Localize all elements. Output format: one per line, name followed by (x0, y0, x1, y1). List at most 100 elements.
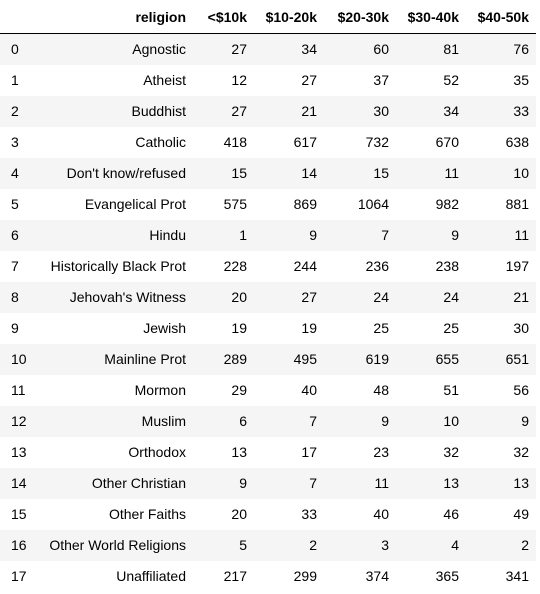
row-index: 11 (11, 382, 26, 398)
row-index: 1 (11, 72, 19, 88)
religion-cell: Muslim (141, 413, 186, 429)
table-row: 6 Hindu 1 9 7 9 11 (0, 219, 536, 251)
column-header: religion (36, 0, 193, 34)
value-cell: 3 (381, 537, 389, 553)
value-cell: 1064 (357, 196, 389, 212)
value-cell: 495 (293, 351, 317, 367)
value-cell: 638 (505, 134, 529, 150)
table-row: 17 Unaffiliated 217 299 374 365 341 (0, 560, 536, 592)
value-cell: 341 (505, 568, 529, 584)
table-row: 10 Mainline Prot 289 495 619 655 651 (0, 343, 536, 375)
value-cell: 20 (231, 506, 247, 522)
row-index: 14 (11, 475, 27, 491)
value-cell: 81 (443, 41, 459, 58)
religion-cell: Other World Religions (49, 537, 186, 553)
row-index: 9 (11, 320, 19, 336)
row-index: 2 (11, 103, 19, 119)
row-index: 17 (11, 568, 27, 584)
value-cell: 60 (373, 41, 389, 58)
value-cell: 49 (513, 506, 529, 522)
value-cell: 619 (365, 351, 389, 367)
value-cell: 13 (443, 475, 459, 491)
value-cell: 27 (231, 103, 247, 119)
value-cell: 418 (223, 134, 247, 150)
value-cell: 7 (309, 413, 317, 429)
value-cell: 10 (513, 165, 529, 181)
value-cell: 15 (231, 165, 247, 181)
value-cell: 25 (373, 320, 389, 336)
value-cell: 24 (373, 289, 389, 305)
religion-cell: Other Faiths (108, 506, 186, 522)
table-row: 2 Buddhist 27 21 30 34 33 (0, 95, 536, 127)
value-cell: 56 (513, 382, 529, 398)
value-cell: 2 (309, 537, 317, 553)
value-cell: 11 (514, 227, 529, 243)
value-cell: 9 (381, 413, 389, 429)
value-cell: 34 (301, 41, 317, 58)
value-cell: 982 (435, 196, 459, 212)
religion-cell: Don't know/refused (66, 165, 186, 181)
row-index: 8 (11, 289, 19, 305)
value-cell: 25 (443, 320, 459, 336)
index-header (0, 0, 36, 34)
value-cell: 40 (301, 382, 317, 398)
value-cell: 670 (435, 134, 459, 150)
value-cell: 869 (293, 196, 317, 212)
value-cell: 21 (301, 103, 317, 119)
value-cell: 24 (443, 289, 459, 305)
religion-cell: Buddhist (131, 103, 186, 119)
value-cell: 10 (443, 413, 459, 429)
value-cell: 244 (293, 258, 317, 274)
value-cell: 32 (443, 444, 459, 460)
value-cell: 7 (381, 227, 389, 243)
row-index: 3 (11, 134, 19, 150)
table-row: 0 Agnostic 27 34 60 81 76 (0, 33, 536, 65)
column-header: $10-20k (254, 0, 324, 34)
religion-cell: Jehovah's Witness (69, 289, 186, 305)
value-cell: 34 (443, 103, 459, 119)
table-row: 9 Jewish 19 19 25 25 30 (0, 312, 536, 344)
value-cell: 655 (435, 351, 459, 367)
table-body: 0 Agnostic 27 34 60 81 76 1 Atheist 12 27 37 52 35 2 Bu… (0, 33, 536, 592)
value-cell: 37 (373, 72, 389, 88)
religion-cell: Unaffiliated (116, 568, 186, 584)
value-cell: 7 (309, 475, 317, 491)
row-index: 15 (11, 506, 27, 522)
value-cell: 14 (301, 165, 317, 181)
header-row: religion <$10k $10-20k $20-30k $30-40k $40-50… (0, 0, 536, 34)
value-cell: 23 (373, 444, 389, 460)
religion-cell: Catholic (135, 134, 186, 150)
value-cell: 197 (505, 258, 529, 274)
value-cell: 4 (451, 537, 459, 553)
value-cell: 27 (301, 72, 317, 88)
value-cell: 76 (513, 41, 529, 58)
value-cell: 575 (223, 196, 247, 212)
row-index: 12 (11, 413, 27, 429)
table-row: 12 Muslim 6 7 9 10 9 (0, 405, 536, 437)
value-cell: 2 (521, 537, 529, 553)
value-cell: 32 (513, 444, 529, 460)
value-cell: 9 (239, 475, 247, 491)
value-cell: 40 (373, 506, 389, 522)
value-cell: 6 (239, 413, 247, 429)
table-row: 1 Atheist 12 27 37 52 35 (0, 64, 536, 96)
row-index: 13 (11, 444, 27, 460)
value-cell: 17 (301, 444, 317, 460)
value-cell: 289 (223, 351, 247, 367)
value-cell: 33 (301, 506, 317, 522)
table-row: 7 Historically Black Prot 228 244 236 238 197 (0, 250, 536, 282)
row-index: 4 (11, 165, 19, 181)
column-header: $40-50k (466, 0, 536, 34)
value-cell: 217 (223, 568, 247, 584)
religion-cell: Mainline Prot (104, 351, 186, 367)
value-cell: 238 (435, 258, 459, 274)
value-cell: 30 (373, 103, 389, 119)
religion-cell: Agnostic (132, 41, 186, 58)
value-cell: 11 (444, 165, 459, 181)
row-index: 16 (11, 537, 27, 553)
value-cell: 35 (513, 72, 529, 88)
value-cell: 48 (373, 382, 389, 398)
value-cell: 20 (231, 289, 247, 305)
value-cell: 9 (309, 227, 317, 243)
